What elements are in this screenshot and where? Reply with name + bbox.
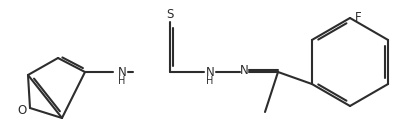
Text: F: F bbox=[355, 10, 361, 24]
Text: N: N bbox=[206, 66, 215, 79]
Text: N: N bbox=[118, 66, 127, 79]
Text: H: H bbox=[206, 76, 214, 86]
Text: N: N bbox=[240, 64, 248, 76]
Text: H: H bbox=[118, 76, 126, 86]
Text: O: O bbox=[17, 103, 27, 116]
Text: S: S bbox=[166, 8, 174, 20]
